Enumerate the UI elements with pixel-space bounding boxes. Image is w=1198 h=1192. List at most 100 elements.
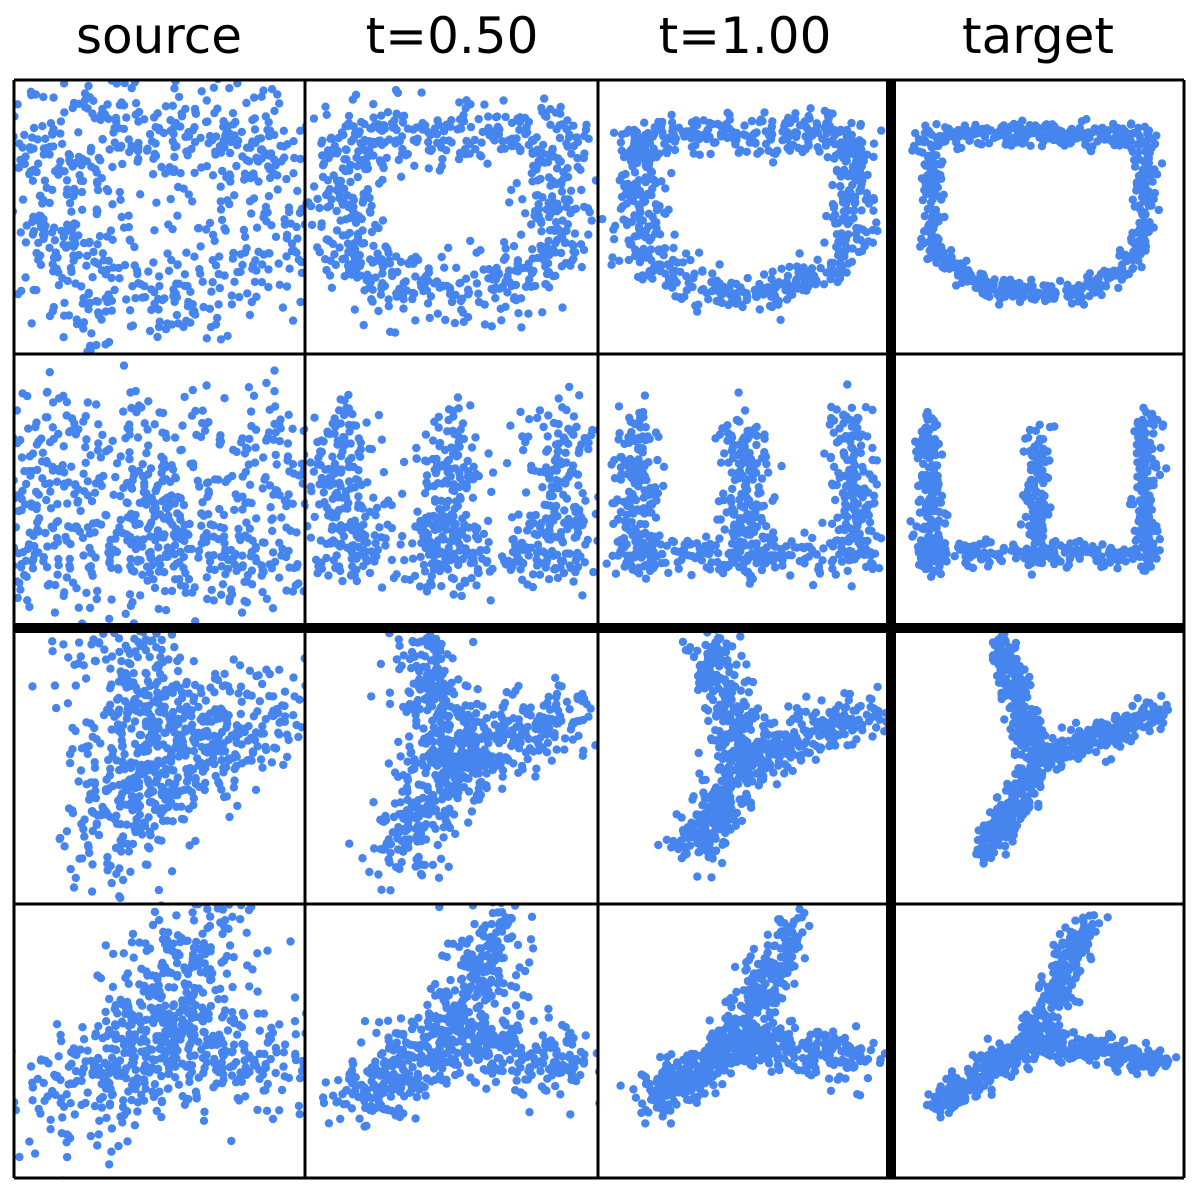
scatter-point	[1130, 162, 1140, 171]
scatter-point	[622, 510, 631, 520]
scatter-point	[626, 551, 635, 560]
scatter-point	[354, 492, 363, 501]
scatter-point	[455, 279, 464, 288]
scatter-point	[273, 185, 282, 194]
scatter-point	[630, 232, 639, 241]
scatter-point	[669, 243, 678, 253]
scatter-point	[484, 538, 493, 547]
scatter-point	[60, 298, 69, 308]
scatter-point	[837, 543, 846, 552]
scatter-point	[288, 587, 298, 596]
scatter-point	[418, 125, 427, 134]
scatter-point	[692, 539, 702, 548]
scatter-point	[1133, 129, 1143, 139]
scatter-point	[1085, 269, 1095, 278]
scatter-point	[756, 147, 765, 156]
scatter-point	[135, 519, 144, 529]
scatter-point	[702, 532, 711, 541]
scatter-point	[529, 161, 538, 171]
scatter-point	[724, 300, 733, 310]
scatter-point	[527, 169, 536, 178]
scatter-point	[17, 286, 26, 296]
scatter-point	[81, 458, 90, 467]
scatter-point	[242, 143, 252, 152]
scatter-point	[552, 125, 561, 134]
scatter-point	[584, 438, 593, 447]
scatter-point	[23, 596, 32, 605]
scatter-point	[582, 120, 591, 129]
scatter-point	[472, 279, 482, 288]
scatter-point	[573, 137, 583, 147]
scatter-point	[635, 416, 644, 425]
scatter-point	[1106, 272, 1116, 282]
scatter-point	[436, 512, 445, 521]
scatter-point	[455, 98, 464, 107]
scatter-point	[929, 150, 938, 159]
scatter-point	[216, 335, 226, 344]
scatter-point	[818, 556, 827, 565]
scatter-point	[216, 197, 225, 206]
scatter-point	[538, 193, 547, 202]
scatter-point	[39, 92, 48, 102]
scatter-point	[97, 174, 107, 183]
scatter-point	[357, 239, 367, 248]
scatter-point	[159, 533, 168, 542]
scatter-point	[662, 148, 672, 158]
scatter-point	[497, 552, 507, 561]
scatter-point	[202, 381, 211, 390]
scatter-point	[64, 311, 74, 320]
scatter-point	[768, 158, 778, 167]
scatter-point	[566, 186, 576, 195]
scatter-point	[109, 545, 119, 555]
scatter-point	[390, 328, 400, 337]
scatter-point	[466, 122, 476, 132]
scatter-point	[932, 120, 941, 129]
scatter-point	[117, 98, 126, 107]
scatter-point	[346, 439, 355, 448]
scatter-point	[443, 479, 452, 488]
scatter-point	[829, 203, 839, 212]
scatter-point	[838, 536, 847, 545]
scatter-point	[296, 126, 305, 135]
scatter-point	[351, 90, 361, 100]
scatter-point	[2, 472, 10, 480]
scatter-point	[563, 220, 573, 229]
scatter-point	[292, 248, 301, 257]
scatter-point	[54, 554, 63, 564]
scatter-point	[487, 284, 496, 294]
scatter-point	[282, 230, 292, 240]
scatter-point	[743, 567, 753, 577]
scatter-point	[544, 575, 554, 584]
scatter-point	[375, 136, 385, 145]
scatter-point	[569, 412, 579, 421]
scatter-point	[241, 499, 250, 508]
scatter-point	[70, 184, 79, 194]
scatter-point	[247, 498, 256, 508]
scatter-point	[344, 121, 353, 130]
scatter-point	[1082, 280, 1091, 290]
scatter-point	[27, 502, 36, 511]
scatter-point	[163, 543, 172, 552]
scatter-point	[154, 272, 164, 281]
scatter-point	[527, 282, 536, 291]
scatter-point	[270, 419, 279, 429]
scatter-point	[388, 271, 397, 281]
scatter-point	[752, 459, 762, 468]
scatter-point	[687, 134, 696, 143]
scatter-point	[125, 448, 134, 457]
scatter-point	[154, 322, 164, 332]
scatter-point	[498, 137, 507, 146]
scatter-point	[490, 127, 499, 136]
scatter-point	[259, 213, 268, 222]
scatter-point	[447, 297, 457, 307]
scatter-point	[49, 302, 58, 312]
scatter-point	[461, 274, 471, 283]
scatter-point	[1026, 141, 1035, 150]
scatter-point	[49, 93, 58, 102]
scatter-point	[729, 454, 738, 463]
scatter-point	[625, 413, 634, 422]
scatter-point	[29, 123, 39, 133]
scatter-point	[621, 539, 630, 548]
scatter-point	[147, 137, 157, 146]
